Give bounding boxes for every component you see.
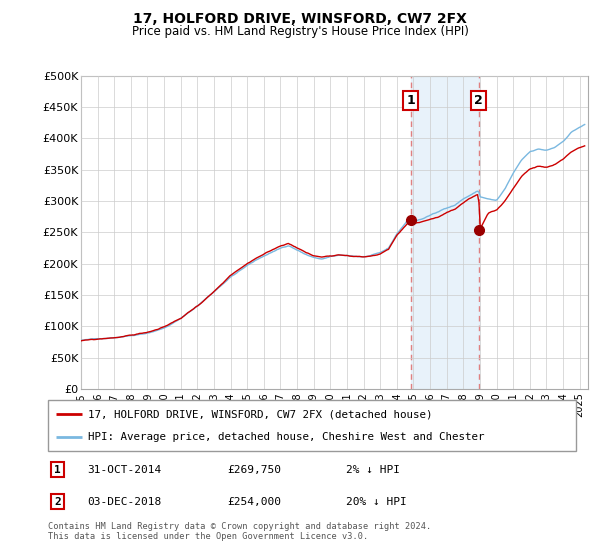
Text: Price paid vs. HM Land Registry's House Price Index (HPI): Price paid vs. HM Land Registry's House … (131, 25, 469, 38)
Text: 2: 2 (54, 497, 61, 507)
Text: £254,000: £254,000 (227, 497, 281, 507)
FancyBboxPatch shape (48, 400, 576, 451)
Bar (410, 76, 479, 389)
Text: 17, HOLFORD DRIVE, WINSFORD, CW7 2FX: 17, HOLFORD DRIVE, WINSFORD, CW7 2FX (133, 12, 467, 26)
Text: 17, HOLFORD DRIVE, WINSFORD, CW7 2FX (detached house): 17, HOLFORD DRIVE, WINSFORD, CW7 2FX (de… (88, 409, 432, 419)
Text: 2% ↓ HPI: 2% ↓ HPI (346, 464, 400, 474)
Text: 20% ↓ HPI: 20% ↓ HPI (346, 497, 407, 507)
Text: 03-DEC-2018: 03-DEC-2018 (88, 497, 162, 507)
Text: 1: 1 (54, 464, 61, 474)
Text: 1: 1 (406, 94, 415, 107)
Text: Contains HM Land Registry data © Crown copyright and database right 2024.
This d: Contains HM Land Registry data © Crown c… (48, 522, 431, 542)
Text: 2: 2 (474, 94, 483, 107)
Text: 31-OCT-2014: 31-OCT-2014 (88, 464, 162, 474)
Text: HPI: Average price, detached house, Cheshire West and Chester: HPI: Average price, detached house, Ches… (88, 432, 484, 442)
Text: £269,750: £269,750 (227, 464, 281, 474)
